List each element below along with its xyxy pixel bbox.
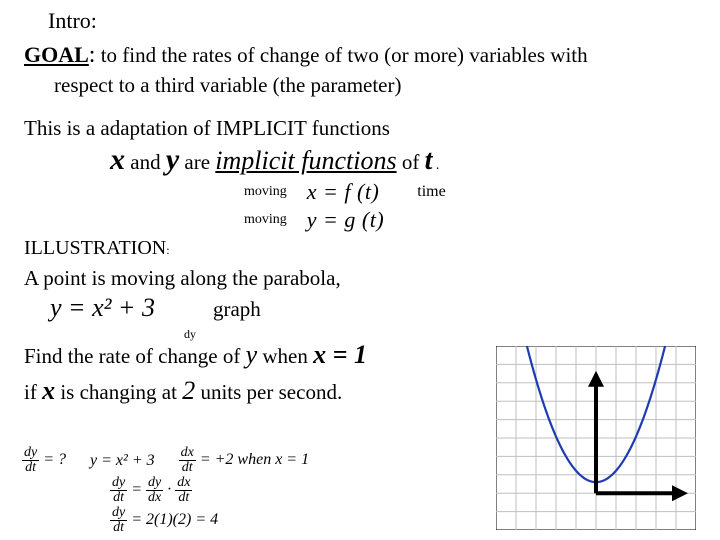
- and-text: and: [125, 150, 166, 174]
- frac-num: dy: [110, 506, 127, 521]
- xy-implicit-line: x and y are implicit functions of t .: [110, 143, 700, 177]
- frac-den: dt: [111, 521, 126, 535]
- graph-svg: [496, 346, 696, 530]
- intro-label: Intro:: [48, 8, 700, 34]
- eq-x-ft: x = f (t): [307, 179, 380, 205]
- if-x: x: [42, 376, 55, 405]
- parabola-graph: [496, 346, 696, 530]
- of-text: of: [397, 150, 425, 174]
- if-text-1: if: [24, 380, 42, 404]
- time-label: time: [417, 183, 445, 201]
- beq-dot: ·: [163, 481, 175, 498]
- beq-dxdt-val: = +2 when x = 1: [196, 451, 309, 468]
- adaptation-line: This is a adaptation of IMPLICIT functio…: [24, 116, 700, 141]
- frac-num: dx: [175, 476, 192, 491]
- slide: Intro: GOAL: to find the rates of change…: [0, 0, 720, 540]
- beq-row-2: dydt = dydx · dxdt: [110, 476, 309, 505]
- var-x: x: [110, 143, 125, 176]
- frac-den: dx: [146, 491, 163, 505]
- beq-eq: =: [127, 481, 146, 498]
- goal-line-2: respect to a third variable (the paramet…: [54, 72, 700, 98]
- beq-dxdt: dxdt = +2 when x = 1: [179, 446, 309, 475]
- point-moving-line: A point is moving along the parabola,: [24, 266, 700, 291]
- goal-label: GOAL: [24, 42, 89, 67]
- graph-word: graph: [213, 297, 261, 322]
- beq-row-3: dydt = 2(1)(2) = 4: [110, 506, 309, 535]
- frac-den: dt: [111, 491, 126, 505]
- eq-parabola: y = x² + 3: [50, 293, 155, 323]
- frac-den: dt: [180, 461, 195, 475]
- find-y: y: [246, 340, 258, 369]
- frac-num: dy: [22, 446, 39, 461]
- beq-chain: dydt = dydx · dxdt: [110, 476, 192, 505]
- frac-num: dx: [179, 446, 196, 461]
- beq-y-eq: y = x² + 3: [90, 452, 155, 470]
- implicit-functions: implicit functions: [215, 146, 396, 175]
- moving-label-1: moving: [244, 184, 287, 200]
- moving-label-2: moving: [244, 212, 287, 228]
- parabola-eq-row: y = x² + 3 graph: [20, 293, 700, 323]
- frac-den: dt: [23, 461, 38, 475]
- moving-row-1: moving x = f (t) time: [244, 179, 700, 205]
- beq-dydt-q: dydt = ?: [22, 446, 66, 475]
- eq-y-gt: y = g (t): [307, 207, 384, 233]
- beq-result: dydt = 2(1)(2) = 4: [110, 506, 218, 535]
- frac-den: dt: [176, 491, 191, 505]
- illustration-colon: :: [166, 243, 169, 257]
- if-text-2: is changing at: [55, 380, 182, 404]
- find-when: when: [257, 344, 313, 368]
- beq-row-1: dydt = ? y = x² + 3 dxdt = +2 when x = 1: [22, 446, 309, 475]
- beq-q: = ?: [39, 451, 66, 468]
- find-xeq1: x = 1: [313, 340, 367, 369]
- are-text: are: [179, 150, 215, 174]
- if-two: 2: [182, 376, 195, 405]
- if-text-3: units per second.: [195, 380, 342, 404]
- frac-num: dy: [110, 476, 127, 491]
- moving-row-2: moving y = g (t): [244, 207, 700, 233]
- illustration-label: ILLUSTRATION:: [24, 237, 700, 260]
- goal-line-1: GOAL: to find the rates of change of two…: [24, 40, 700, 70]
- find-text-1: Find the rate of change of: [24, 344, 246, 368]
- var-y: y: [166, 143, 179, 176]
- frac-num: dy: [146, 476, 163, 491]
- illustration-word: ILLUSTRATION: [24, 237, 166, 259]
- dot: .: [432, 158, 439, 173]
- goal-text-1: to find the rates of change of two (or m…: [95, 43, 587, 67]
- beq-result-val: = 2(1)(2) = 4: [127, 511, 218, 528]
- bottom-equations: dydt = ? y = x² + 3 dxdt = +2 when x = 1…: [22, 445, 309, 536]
